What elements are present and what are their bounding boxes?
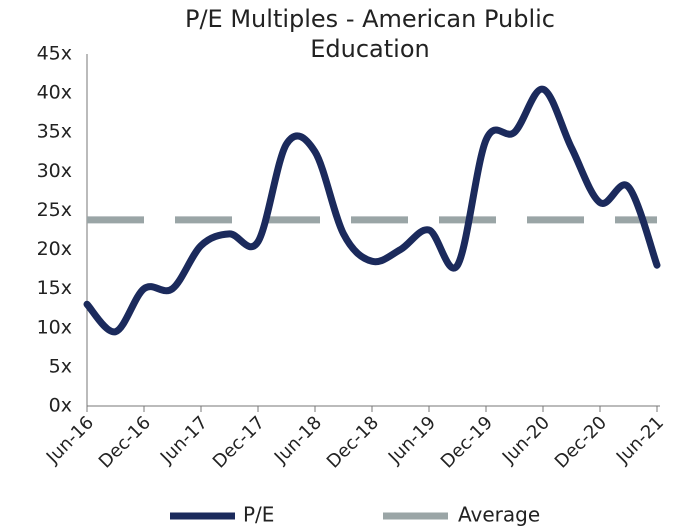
chart-title: P/E Multiples - American Public Educatio… (185, 5, 555, 63)
legend-label: P/E (243, 503, 274, 527)
x-tick-label: Jun-17 (156, 412, 212, 468)
x-tick-label: Jun-20 (498, 412, 554, 468)
y-tick-label: 20x (37, 238, 72, 260)
x-tick-label: Dec-17 (209, 412, 269, 472)
x-tick-label: Dec-19 (437, 412, 497, 472)
y-tick-label: 35x (37, 121, 72, 143)
pe-line (83, 85, 661, 336)
y-tick-label: 25x (37, 199, 72, 221)
y-tick-label: 5x (49, 355, 72, 377)
x-tick-label: Jun-16 (42, 412, 98, 468)
y-tick-label: 10x (37, 316, 72, 338)
y-tick-label: 40x (37, 82, 72, 104)
y-tick-label: 15x (37, 277, 72, 299)
x-tick-label: Jun-18 (270, 412, 326, 468)
x-tick-label: Dec-18 (323, 412, 383, 472)
x-tick-label: Dec-16 (95, 412, 155, 472)
y-tick-label: 45x (37, 43, 72, 65)
x-tick-label: Dec-20 (551, 412, 611, 472)
legend-label: Average (458, 503, 540, 527)
x-tick-label: Jun-19 (384, 412, 440, 468)
x-tick-label: Jun-21 (612, 412, 668, 468)
y-tick-label: 0x (49, 395, 72, 417)
y-tick-label: 30x (37, 160, 72, 182)
